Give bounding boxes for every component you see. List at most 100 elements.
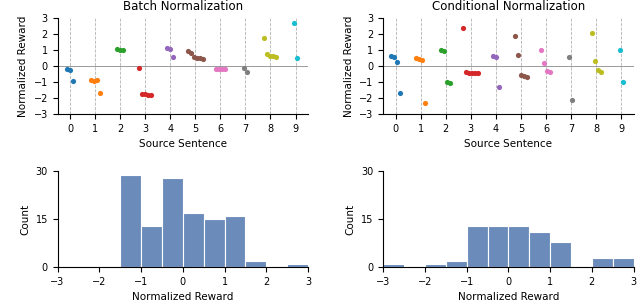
Point — [445, 80, 456, 85]
Point — [115, 47, 125, 52]
Bar — [120, 175, 141, 267]
Point — [545, 69, 556, 74]
Y-axis label: Count: Count — [20, 204, 30, 235]
Point — [68, 78, 78, 83]
Point — [92, 77, 102, 82]
Point — [470, 71, 481, 76]
Bar — [446, 261, 467, 267]
Y-axis label: Count: Count — [346, 204, 355, 235]
Point — [589, 59, 600, 64]
Bar — [508, 226, 529, 267]
Point — [519, 73, 529, 78]
Y-axis label: Normalized Reward: Normalized Reward — [344, 16, 353, 117]
Point — [211, 67, 221, 72]
Point — [522, 74, 532, 79]
Point — [239, 65, 249, 70]
Bar — [225, 216, 245, 267]
Point — [118, 48, 129, 53]
Point — [292, 56, 302, 61]
Point — [439, 49, 449, 53]
Point — [464, 70, 474, 75]
Point — [411, 56, 421, 61]
Bar — [204, 219, 225, 267]
Bar — [529, 232, 550, 267]
Y-axis label: Normalized Reward: Normalized Reward — [18, 16, 28, 117]
Point — [140, 92, 150, 97]
Point — [62, 66, 72, 71]
Point — [86, 77, 96, 82]
Point — [467, 70, 477, 75]
Point — [186, 51, 196, 56]
Point — [134, 65, 145, 70]
Point — [266, 53, 276, 58]
Point — [417, 57, 428, 62]
Bar — [550, 242, 571, 267]
Point — [88, 78, 99, 83]
Point — [289, 21, 299, 26]
Point — [614, 48, 625, 53]
Bar — [488, 226, 508, 267]
Point — [564, 55, 575, 60]
Point — [618, 80, 628, 85]
Point — [189, 55, 199, 60]
X-axis label: Source Sentence: Source Sentence — [139, 139, 227, 149]
Point — [259, 35, 269, 40]
Bar — [612, 258, 634, 267]
Title: Conditional Normalization: Conditional Normalization — [432, 0, 585, 13]
Bar — [425, 264, 446, 267]
Point — [461, 69, 472, 74]
Point — [182, 49, 193, 53]
Bar — [162, 178, 183, 267]
X-axis label: Source Sentence: Source Sentence — [465, 139, 552, 149]
Point — [595, 69, 605, 74]
Point — [217, 67, 227, 72]
Point — [137, 92, 147, 97]
Point — [389, 54, 399, 59]
Point — [493, 84, 504, 89]
Point — [198, 56, 208, 61]
Bar — [467, 226, 488, 267]
Bar — [245, 261, 266, 267]
Point — [271, 54, 282, 59]
Point — [168, 54, 179, 59]
Point — [491, 54, 501, 59]
Point — [65, 68, 76, 73]
X-axis label: Normalized Reward: Normalized Reward — [132, 292, 234, 302]
Point — [262, 52, 273, 57]
X-axis label: Normalized Reward: Normalized Reward — [458, 292, 559, 302]
Bar — [183, 213, 204, 267]
Point — [488, 53, 498, 58]
Point — [593, 68, 603, 73]
Point — [395, 90, 405, 95]
Point — [510, 33, 520, 38]
Point — [192, 56, 202, 61]
Point — [165, 46, 175, 51]
Point — [458, 25, 468, 30]
Point — [146, 92, 156, 97]
Point — [195, 56, 205, 61]
Point — [473, 71, 483, 76]
Point — [436, 48, 446, 53]
Point — [536, 48, 547, 53]
Bar — [141, 226, 162, 267]
Point — [392, 60, 403, 65]
Bar — [592, 258, 612, 267]
Point — [95, 90, 105, 95]
Point — [268, 53, 278, 58]
Bar — [287, 264, 308, 267]
Point — [540, 60, 550, 65]
Point — [112, 46, 122, 51]
Point — [162, 45, 172, 50]
Point — [214, 66, 224, 71]
Point — [568, 97, 578, 102]
Point — [220, 66, 230, 71]
Point — [513, 52, 523, 57]
Title: Batch Normalization: Batch Normalization — [123, 0, 243, 13]
Point — [143, 92, 154, 97]
Point — [542, 68, 552, 73]
Point — [442, 80, 452, 85]
Point — [516, 72, 526, 77]
Point — [386, 53, 396, 58]
Point — [242, 69, 252, 74]
Point — [414, 56, 424, 61]
